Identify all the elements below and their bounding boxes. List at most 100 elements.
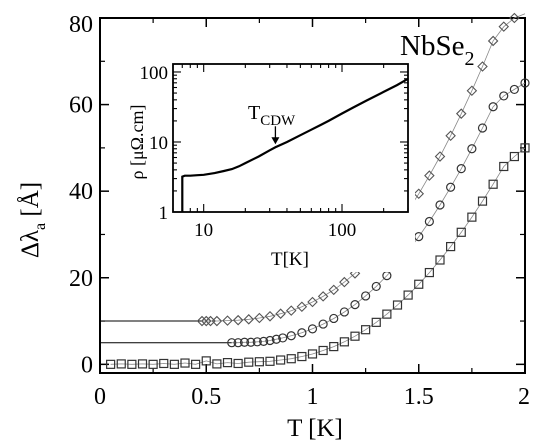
- data-point: [477, 123, 488, 133]
- data-point: [259, 336, 269, 346]
- inset-y-tick-label: 100: [140, 63, 169, 84]
- data-point: [318, 319, 328, 329]
- data-point: [317, 291, 329, 302]
- data-point: [297, 328, 307, 338]
- data-point: [477, 196, 488, 206]
- sample-label: NbSe2: [400, 30, 474, 70]
- y-axis-label-sub: a: [32, 223, 49, 230]
- x-tick-label: 0: [94, 384, 106, 410]
- data-point: [265, 356, 275, 366]
- data-point: [307, 349, 318, 359]
- data-point: [254, 357, 264, 367]
- data-point: [403, 290, 413, 300]
- data-point: [233, 358, 243, 369]
- data-point: [435, 200, 445, 210]
- data-point: [233, 338, 243, 348]
- data-point: [488, 179, 498, 189]
- data-point: [509, 151, 519, 162]
- data-point: [222, 358, 233, 368]
- data-point: [106, 359, 116, 369]
- inset-y-tick-label: 10: [149, 133, 168, 154]
- data-point: [488, 102, 498, 112]
- data-point: [509, 84, 519, 95]
- data-point: [196, 315, 208, 327]
- sample-label-sub: 2: [464, 48, 474, 70]
- data-point: [350, 299, 360, 310]
- data-point: [456, 227, 466, 237]
- data-point: [244, 357, 254, 367]
- data-point: [239, 337, 250, 347]
- data-point: [137, 359, 148, 369]
- data-point: [254, 312, 265, 324]
- data-point: [307, 296, 318, 308]
- x-axis-label: T [K]: [287, 415, 343, 442]
- data-point: [467, 144, 477, 154]
- data-point: [498, 21, 510, 32]
- data-point: [275, 308, 286, 319]
- data-point: [285, 305, 297, 316]
- data-point: [318, 345, 328, 356]
- data-point: [286, 331, 296, 341]
- data-point: [456, 164, 466, 174]
- series: [100, 78, 530, 348]
- data-point: [148, 359, 158, 369]
- data-point: [446, 241, 456, 252]
- data-point: [435, 255, 445, 265]
- y-axis-label-post: [Å]: [17, 182, 44, 223]
- cdw-label-base: T: [248, 102, 260, 124]
- data-point: [371, 317, 381, 327]
- inset-plot: 10 100 1 10 100: [140, 59, 415, 272]
- data-point: [243, 314, 255, 325]
- data-point: [424, 216, 434, 227]
- data-point: [296, 301, 308, 313]
- data-point: [414, 279, 424, 289]
- data-point: [455, 108, 467, 119]
- data-point: [520, 143, 530, 153]
- data-point: [413, 188, 425, 200]
- data-point: [286, 354, 296, 364]
- data-point: [191, 359, 201, 369]
- y-tick-label: 0: [81, 352, 93, 378]
- inset-y-tick-label: 1: [159, 203, 169, 224]
- data-point: [487, 35, 499, 47]
- y-tick-label: 20: [69, 266, 93, 292]
- data-point: [227, 338, 237, 348]
- data-point: [339, 337, 349, 347]
- data-point: [297, 351, 307, 362]
- y-tick-label: 40: [69, 179, 93, 205]
- data-point: [329, 313, 339, 324]
- sample-label-base: NbSe: [400, 30, 464, 62]
- data-point: [264, 311, 276, 322]
- data-point: [424, 267, 434, 278]
- inset-x-tick-label: 100: [328, 220, 357, 241]
- data-point: [392, 300, 403, 310]
- data-point: [159, 358, 169, 369]
- data-point: [382, 309, 392, 319]
- data-point: [328, 284, 340, 296]
- data-point: [200, 315, 212, 327]
- series: [106, 143, 530, 369]
- data-point: [371, 281, 381, 292]
- inset-x-axis-label: T[K]: [271, 249, 309, 270]
- data-point: [116, 359, 126, 369]
- data-point: [339, 276, 350, 288]
- inset-frame: [172, 63, 409, 213]
- data-point: [222, 315, 233, 326]
- data-point: [520, 78, 530, 88]
- data-point: [127, 359, 137, 369]
- data-point: [276, 355, 286, 365]
- data-point: [271, 334, 281, 344]
- data-point: [329, 341, 339, 352]
- data-point: [278, 333, 288, 343]
- data-point: [350, 331, 360, 341]
- data-point: [466, 85, 478, 97]
- data-point: [509, 12, 520, 24]
- cdw-arrow-head: [271, 137, 280, 145]
- resistivity-curve: [181, 77, 409, 212]
- cdw-label: TCDW: [248, 102, 296, 129]
- data-point: [446, 182, 456, 192]
- data-point: [246, 337, 256, 347]
- data-point: [265, 335, 275, 346]
- inset-background: [145, 59, 415, 272]
